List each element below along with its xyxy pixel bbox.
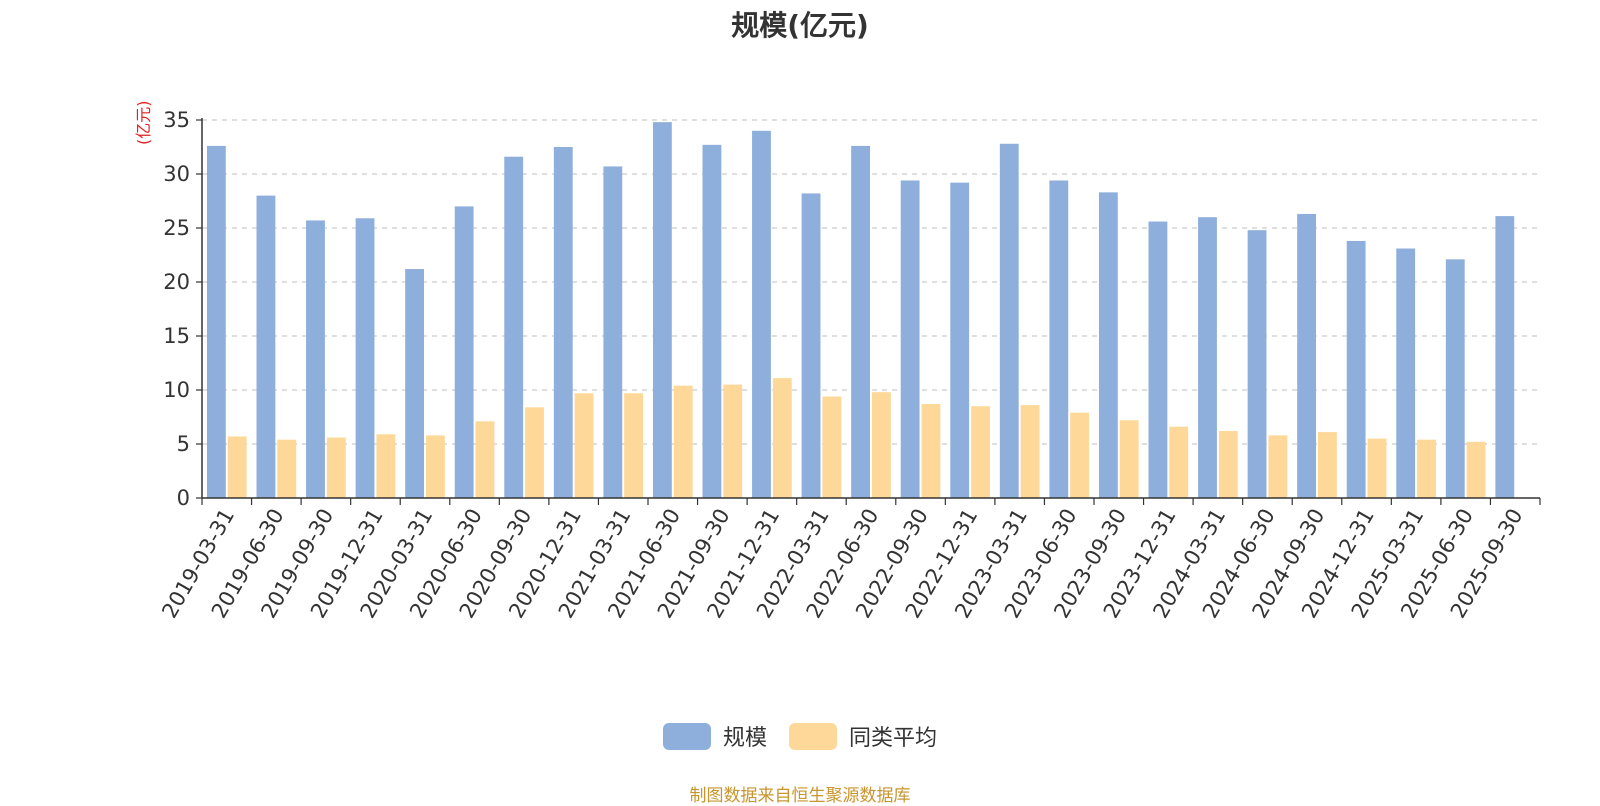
bar-scale[interactable] xyxy=(702,144,722,498)
bar-scale[interactable] xyxy=(504,156,524,498)
bar-peer-average[interactable] xyxy=(277,439,297,498)
bar-peer-average[interactable] xyxy=(1367,438,1387,498)
bar-peer-average[interactable] xyxy=(921,404,941,498)
bar-scale[interactable] xyxy=(801,193,821,498)
bar-scale[interactable] xyxy=(652,122,672,498)
bar-scale[interactable] xyxy=(454,206,474,498)
bar-scale[interactable] xyxy=(1396,248,1416,498)
bar-peer-average[interactable] xyxy=(376,434,396,498)
legend-label-peer-average: 同类平均 xyxy=(849,726,938,751)
bar-scale[interactable] xyxy=(1247,230,1267,498)
bar-scale[interactable] xyxy=(1198,217,1217,498)
bar-scale[interactable] xyxy=(900,180,920,499)
bar-scale[interactable] xyxy=(306,220,325,498)
bar-peer-average[interactable] xyxy=(227,436,247,498)
legend: 规模 同类平均 xyxy=(0,720,1600,752)
bar-peer-average[interactable] xyxy=(1218,431,1238,498)
y-tick-label: 30 xyxy=(163,162,190,186)
y-tick-label: 15 xyxy=(163,324,190,348)
bars xyxy=(206,122,1515,499)
bar-peer-average[interactable] xyxy=(673,385,693,498)
bar-scale[interactable] xyxy=(1346,240,1366,498)
bar-peer-average[interactable] xyxy=(822,396,842,498)
bar-peer-average[interactable] xyxy=(723,384,743,498)
bar-chart: 051015202530352019-03-312019-06-302019-0… xyxy=(157,108,1541,622)
bar-peer-average[interactable] xyxy=(772,378,792,498)
bar-peer-average[interactable] xyxy=(425,435,445,498)
legend-swatch-peer-average xyxy=(789,722,837,750)
bar-scale[interactable] xyxy=(206,145,226,499)
bar-scale[interactable] xyxy=(553,147,573,498)
bar-scale[interactable] xyxy=(256,195,276,498)
bar-scale[interactable] xyxy=(1445,259,1465,498)
bar-scale[interactable] xyxy=(999,143,1019,498)
bar-peer-average[interactable] xyxy=(1070,412,1090,498)
y-tick-label: 10 xyxy=(163,378,190,402)
y-tick-label: 35 xyxy=(163,108,190,132)
bar-peer-average[interactable] xyxy=(475,421,495,498)
bar-scale[interactable] xyxy=(1049,180,1069,499)
data-source-note: 制图数据来自恒生聚源数据库 xyxy=(689,786,911,806)
bar-scale[interactable] xyxy=(1297,213,1317,498)
bar-peer-average[interactable] xyxy=(1268,435,1288,498)
bar-peer-average[interactable] xyxy=(624,393,644,498)
bar-peer-average[interactable] xyxy=(1169,426,1189,498)
bar-peer-average[interactable] xyxy=(1466,441,1486,498)
bar-peer-average[interactable] xyxy=(525,407,544,498)
bar-scale[interactable] xyxy=(1148,221,1168,498)
bar-scale[interactable] xyxy=(950,182,970,498)
bar-peer-average[interactable] xyxy=(574,393,594,498)
bar-scale[interactable] xyxy=(1098,192,1118,499)
bar-scale[interactable] xyxy=(405,269,425,498)
bar-peer-average[interactable] xyxy=(871,392,891,498)
y-tick-label: 5 xyxy=(177,432,190,456)
bar-peer-average[interactable] xyxy=(326,437,346,498)
bar-peer-average[interactable] xyxy=(1317,432,1337,498)
bar-peer-average[interactable] xyxy=(1119,420,1139,498)
chart-title: 规模(亿元) xyxy=(731,9,869,42)
legend-item-scale[interactable]: 规模 xyxy=(662,720,767,752)
grid-lines xyxy=(202,119,1540,445)
bar-peer-average[interactable] xyxy=(971,406,990,498)
bar-peer-average[interactable] xyxy=(1020,405,1040,498)
bar-scale[interactable] xyxy=(355,218,375,498)
y-tick-label: 20 xyxy=(163,270,190,294)
legend-item-peer-average[interactable]: 同类平均 xyxy=(789,720,937,752)
y-tick-label: 0 xyxy=(177,486,190,510)
bar-scale[interactable] xyxy=(851,145,871,499)
bar-scale[interactable] xyxy=(1495,216,1515,498)
bar-peer-average[interactable] xyxy=(1417,439,1436,498)
legend-label-scale: 规模 xyxy=(722,726,767,751)
y-tick-label: 25 xyxy=(163,216,190,240)
bar-scale[interactable] xyxy=(752,130,771,499)
bar-scale[interactable] xyxy=(603,166,623,498)
legend-swatch-scale xyxy=(662,722,711,750)
